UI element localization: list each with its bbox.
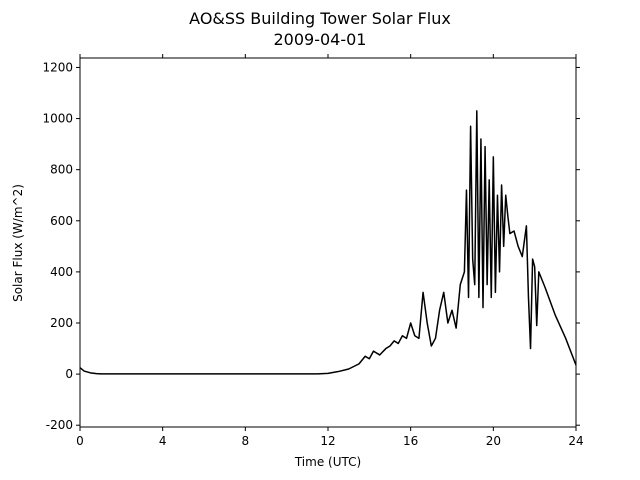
chart-subtitle: 2009-04-01 xyxy=(274,30,367,49)
x-tick-label: 4 xyxy=(159,434,167,448)
y-axis-label: Solar Flux (W/m^2) xyxy=(11,184,25,302)
x-tick-label: 0 xyxy=(76,434,84,448)
y-tick-label: 200 xyxy=(50,316,73,330)
flux-line xyxy=(79,110,577,375)
x-tick-label: 20 xyxy=(486,434,501,448)
y-tick-label: 600 xyxy=(50,214,73,228)
x-axis-label: Time (UTC) xyxy=(294,455,361,469)
x-tick-label: 16 xyxy=(403,434,418,448)
x-tick-label: 24 xyxy=(568,434,583,448)
plot-frame xyxy=(79,57,577,428)
y-tick-label: 1200 xyxy=(42,60,73,74)
x-tick-label: 8 xyxy=(242,434,250,448)
y-tick-label: -200 xyxy=(46,418,73,432)
y-tick-label: 1000 xyxy=(42,112,73,126)
y-tick-label: 0 xyxy=(65,367,73,381)
y-tick-label: 400 xyxy=(50,265,73,279)
chart-title: AO&SS Building Tower Solar Flux xyxy=(189,9,451,28)
y-tick-label: 800 xyxy=(50,163,73,177)
x-tick-label: 12 xyxy=(320,434,335,448)
